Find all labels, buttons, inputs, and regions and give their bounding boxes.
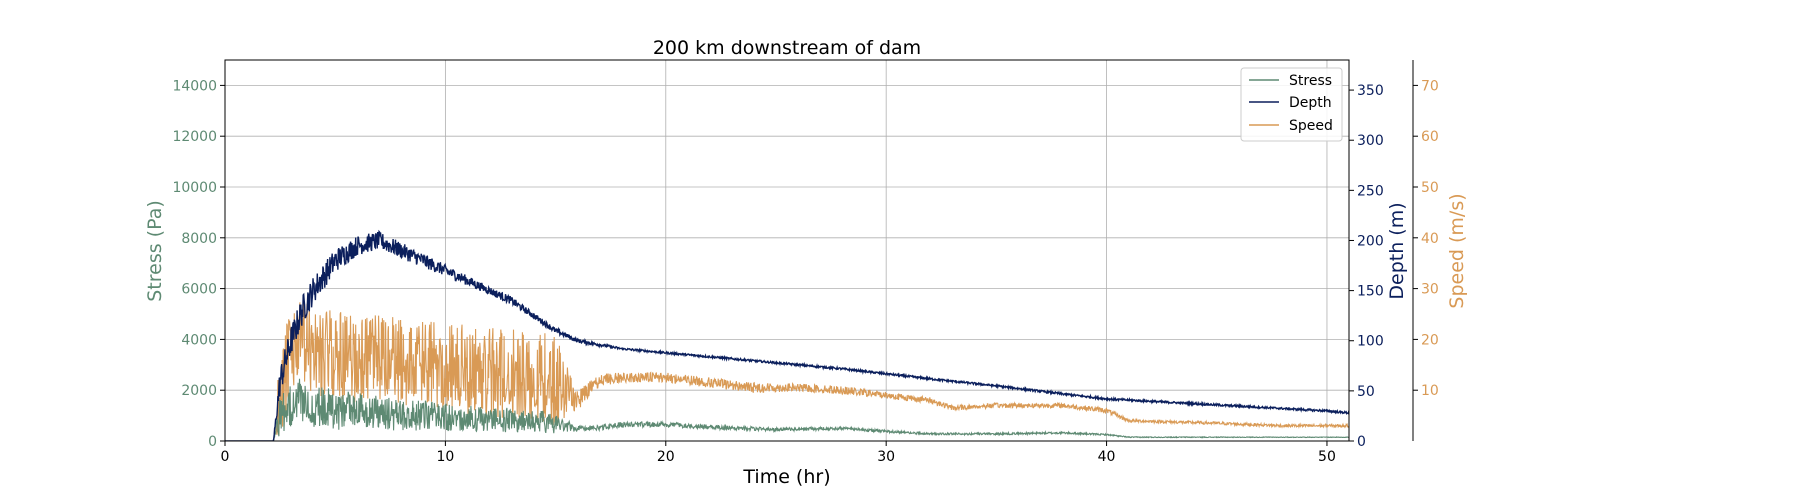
y-tick-label-depth: 150: [1357, 284, 1384, 300]
legend-box: [1240, 67, 1343, 142]
y-axis-stress: 0 2000 4000 6000 8000 10000 12000 14000: [172, 78, 225, 450]
y-tick-label-depth: 0: [1357, 434, 1366, 450]
y-tick-label-depth: 100: [1357, 334, 1384, 350]
y-tick-label-speed: 50: [1421, 180, 1439, 196]
y-axis-title-stress: Stress (Pa): [144, 200, 166, 302]
x-tick-label: 40: [1098, 449, 1116, 465]
y-tick-label-speed: 30: [1421, 282, 1439, 298]
y-tick-label-depth: 200: [1357, 233, 1384, 249]
y-tick-label-stress: 0: [208, 434, 217, 450]
y-tick-label-stress: 6000: [181, 282, 217, 298]
y-axis-title-speed: Speed (m/s): [1446, 193, 1468, 308]
chart-title: 200 km downstream of dam: [653, 37, 921, 59]
legend-label-stress: Stress: [1289, 73, 1332, 89]
y-tick-label-stress: 2000: [181, 383, 217, 399]
y-tick-label-depth: 300: [1357, 133, 1384, 149]
y-tick-label-stress: 8000: [181, 231, 217, 247]
plot-frame: [224, 59, 1350, 442]
y-axis-title-depth: Depth (m): [1386, 202, 1408, 299]
y-tick-label-depth: 50: [1357, 384, 1375, 400]
x-axis: 0 10 20 30 40 50: [221, 441, 1336, 465]
y-tick-label-stress: 12000: [172, 129, 217, 145]
y-tick-label-speed: 70: [1421, 78, 1439, 94]
y-axis-speed: 10 20 30 40 50 60 70: [1412, 60, 1439, 441]
legend-label-depth: Depth: [1289, 95, 1332, 111]
y-tick-label-stress: 4000: [181, 332, 217, 348]
y-tick-label-stress: 14000: [172, 78, 217, 94]
y-tick-label-stress: 10000: [172, 180, 217, 196]
series-line-stress: [225, 378, 1349, 441]
y-tick-label-depth: 350: [1357, 83, 1384, 99]
x-tick-label: 10: [436, 449, 454, 465]
x-axis-title: Time (hr): [742, 466, 830, 488]
series-line-depth: [225, 229, 1349, 441]
x-tick-label: 0: [221, 449, 230, 465]
x-tick-label: 30: [877, 449, 895, 465]
legend: Stress Depth Speed: [1240, 67, 1343, 142]
y-tick-label-speed: 20: [1421, 332, 1439, 348]
series-line-speed: [225, 302, 1349, 441]
y-tick-label-speed: 40: [1421, 231, 1439, 247]
y-axis-depth: 0 50 100 150 200 250 300 350: [1349, 83, 1384, 450]
y-tick-label-speed: 10: [1421, 383, 1439, 399]
x-tick-label: 20: [657, 449, 675, 465]
y-tick-label-depth: 250: [1357, 183, 1384, 199]
plot-series: [225, 229, 1349, 441]
x-tick-label: 50: [1318, 449, 1336, 465]
y-tick-label-speed: 60: [1421, 129, 1439, 145]
legend-label-speed: Speed: [1289, 118, 1333, 134]
